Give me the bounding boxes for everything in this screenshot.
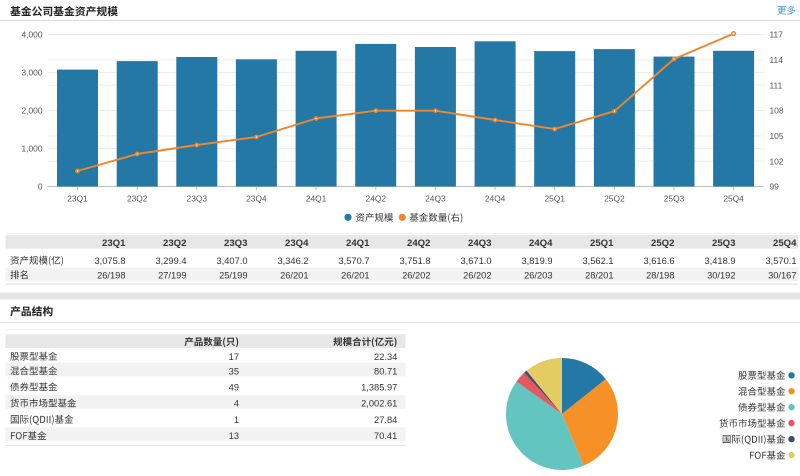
svg-text:22.34: 22.34 xyxy=(374,352,397,362)
svg-text:3,075.8: 3,075.8 xyxy=(94,256,125,266)
svg-text:99: 99 xyxy=(770,182,780,192)
svg-text:3,819.9: 3,819.9 xyxy=(521,256,552,266)
svg-text:23Q2: 23Q2 xyxy=(127,193,148,203)
svg-text:27.84: 27.84 xyxy=(374,415,397,425)
svg-text:4: 4 xyxy=(234,399,239,409)
svg-text:1,385.97: 1,385.97 xyxy=(361,382,397,392)
svg-text:117: 117 xyxy=(770,30,784,40)
svg-text:24Q3: 24Q3 xyxy=(425,193,446,203)
svg-text:3,562.1: 3,562.1 xyxy=(582,256,613,266)
svg-text:13: 13 xyxy=(229,431,239,441)
svg-text:1: 1 xyxy=(234,415,239,425)
svg-text:108: 108 xyxy=(770,106,784,116)
svg-text:24Q1: 24Q1 xyxy=(346,238,370,249)
svg-text:3,671.0: 3,671.0 xyxy=(460,256,491,266)
svg-text:70.41: 70.41 xyxy=(374,431,397,441)
svg-text:26/201: 26/201 xyxy=(280,270,308,280)
svg-text:0: 0 xyxy=(38,182,43,192)
svg-text:80.71: 80.71 xyxy=(374,366,397,376)
svg-text:17: 17 xyxy=(229,352,239,362)
svg-text:25Q3: 25Q3 xyxy=(712,238,735,249)
svg-text:30/192: 30/192 xyxy=(707,270,735,280)
svg-text:23Q4: 23Q4 xyxy=(285,238,309,249)
svg-text:23Q2: 23Q2 xyxy=(163,238,186,249)
svg-text:4,000: 4,000 xyxy=(22,30,43,40)
svg-text:24Q4: 24Q4 xyxy=(529,238,553,249)
svg-text:3,000: 3,000 xyxy=(22,68,43,78)
svg-text:26/203: 26/203 xyxy=(524,270,552,280)
svg-text:30/167: 30/167 xyxy=(768,270,796,280)
svg-text:26/198: 26/198 xyxy=(97,270,125,280)
svg-text:25Q1: 25Q1 xyxy=(544,193,565,203)
svg-text:114: 114 xyxy=(770,55,784,65)
svg-text:24Q4: 24Q4 xyxy=(485,193,506,203)
svg-text:105: 105 xyxy=(770,131,784,141)
svg-text:26/202: 26/202 xyxy=(463,270,491,280)
svg-text:3,418.9: 3,418.9 xyxy=(704,256,735,266)
svg-text:28/198: 28/198 xyxy=(646,270,674,280)
svg-text:1,000: 1,000 xyxy=(22,144,43,154)
svg-text:24Q2: 24Q2 xyxy=(407,238,430,249)
svg-text:25Q2: 25Q2 xyxy=(604,193,625,203)
svg-text:3,570.1: 3,570.1 xyxy=(765,256,796,266)
svg-text:2,000: 2,000 xyxy=(22,106,43,116)
svg-text:25Q4: 25Q4 xyxy=(773,238,797,249)
svg-text:3,751.8: 3,751.8 xyxy=(399,256,430,266)
svg-text:25/199: 25/199 xyxy=(219,270,247,280)
svg-text:23Q3: 23Q3 xyxy=(187,193,208,203)
svg-text:35: 35 xyxy=(229,366,239,376)
svg-text:28/201: 28/201 xyxy=(585,270,613,280)
svg-text:27/199: 27/199 xyxy=(158,270,186,280)
svg-text:26/202: 26/202 xyxy=(402,270,430,280)
svg-text:25Q3: 25Q3 xyxy=(664,193,685,203)
svg-text:25Q2: 25Q2 xyxy=(651,238,674,249)
svg-text:3,407.0: 3,407.0 xyxy=(216,256,247,266)
svg-text:111: 111 xyxy=(770,80,783,90)
svg-text:25Q4: 25Q4 xyxy=(723,193,744,203)
svg-text:24Q1: 24Q1 xyxy=(306,193,327,203)
svg-text:3,570.7: 3,570.7 xyxy=(338,256,369,266)
svg-text:3,299.4: 3,299.4 xyxy=(155,256,186,266)
svg-text:2,002.61: 2,002.61 xyxy=(361,399,397,409)
svg-text:3,616.6: 3,616.6 xyxy=(643,256,674,266)
svg-text:23Q1: 23Q1 xyxy=(67,193,88,203)
svg-text:102: 102 xyxy=(770,156,784,166)
svg-text:23Q3: 23Q3 xyxy=(224,238,247,249)
svg-text:24Q3: 24Q3 xyxy=(468,238,491,249)
svg-text:23Q1: 23Q1 xyxy=(102,238,126,249)
svg-text:25Q1: 25Q1 xyxy=(590,238,614,249)
svg-text:49: 49 xyxy=(229,382,239,392)
svg-text:23Q4: 23Q4 xyxy=(246,193,267,203)
svg-text:3,346.2: 3,346.2 xyxy=(277,256,308,266)
svg-text:24Q2: 24Q2 xyxy=(366,193,387,203)
svg-text:26/201: 26/201 xyxy=(341,270,369,280)
